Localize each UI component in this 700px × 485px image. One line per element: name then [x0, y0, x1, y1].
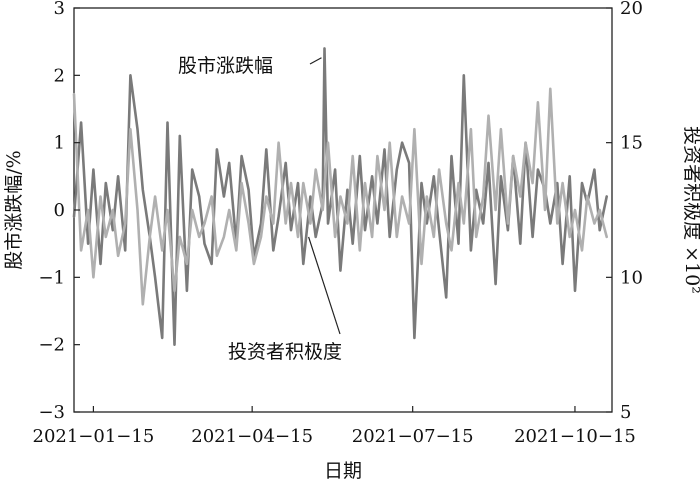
tick-layer — [74, 7, 612, 413]
x-tick-label: 2021−01−15 — [33, 426, 155, 447]
y-right-tick-label: 15 — [620, 133, 643, 154]
y-left-tick-label: −1 — [38, 267, 65, 288]
y-right-tick-label: 10 — [620, 267, 643, 288]
y-left-tick-label: 0 — [54, 200, 65, 221]
annotation-pointer-investor — [308, 236, 341, 335]
y-left-tick-label: −2 — [38, 335, 65, 356]
x-tick-label: 2021−04−15 — [191, 426, 313, 447]
series-line-investor-activity — [72, 87, 609, 306]
tick-label-layer: −3 −2 −1 0 1 2 3 5 10 15 20 2021−01−15 2021−04−15 202… — [33, 0, 643, 447]
x-axis-title: 日期 — [324, 460, 362, 482]
y-right-tick-label: 20 — [620, 0, 643, 19]
y-left-tick-label: −3 — [38, 402, 65, 423]
y-axis-right-title: 投资者积极度 ×10² — [681, 126, 700, 294]
series-layer — [72, 47, 609, 347]
annotation-stock-change: 股市涨跌幅 — [178, 55, 273, 77]
y-left-tick-label: 1 — [54, 133, 65, 154]
annotation-investor-activity: 投资者积极度 — [228, 341, 342, 363]
y-left-tick-label: 2 — [54, 65, 65, 86]
annotation-pointer-stock — [309, 57, 322, 65]
y-left-tick-label: 3 — [54, 0, 65, 19]
x-tick-label: 2021−10−15 — [514, 426, 636, 447]
y-axis-left-title: 股市涨跌幅/% — [3, 150, 25, 269]
y-right-tick-label: 5 — [620, 402, 631, 423]
x-tick-label: 2021−07−15 — [352, 426, 474, 447]
